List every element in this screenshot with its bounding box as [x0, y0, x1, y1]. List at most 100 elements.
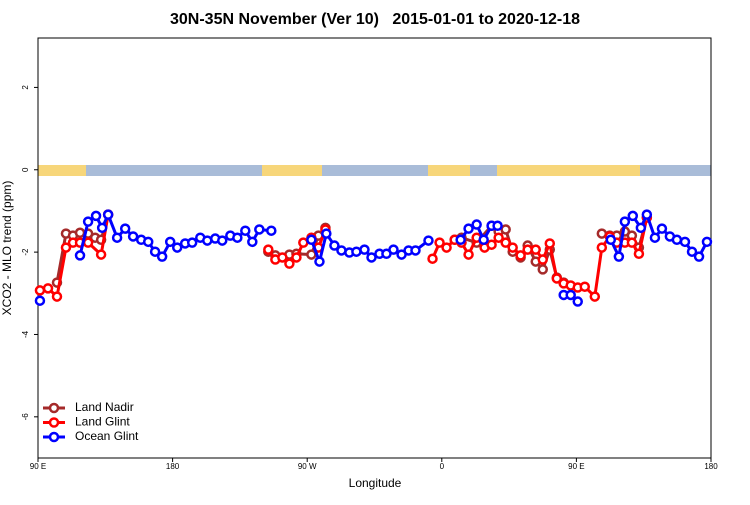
data-point: [232, 232, 243, 243]
data-point: [434, 237, 445, 248]
data-point: [410, 245, 421, 256]
y-tick-label: 2: [21, 85, 30, 90]
x-tick-label: 180: [166, 462, 180, 471]
data-point: [254, 224, 265, 235]
x-tick-label: 90 W: [298, 462, 317, 471]
data-point: [127, 231, 139, 242]
data-point: [522, 244, 533, 255]
legend-marker: [48, 402, 60, 414]
data-point: [388, 244, 399, 255]
data-point: [306, 234, 317, 246]
data-point: [284, 258, 295, 269]
x-tick-label: 180: [704, 462, 718, 471]
data-point: [627, 210, 639, 222]
data-point: [427, 253, 438, 264]
data-point: [156, 251, 168, 262]
data-point: [463, 249, 474, 260]
data-point: [149, 246, 161, 257]
data-point: [537, 254, 548, 265]
data-point: [82, 216, 94, 227]
data-point: [217, 235, 228, 246]
x-axis-label: Longitude: [349, 476, 402, 490]
data-point: [321, 228, 332, 239]
data-point: [186, 237, 198, 248]
data-point: [486, 239, 497, 250]
legend-marker: [48, 431, 60, 443]
data-point: [455, 234, 466, 246]
data-point: [74, 227, 86, 239]
data-point: [441, 242, 452, 253]
data-point: [671, 234, 683, 246]
data-point: [565, 289, 576, 301]
data-point: [551, 273, 563, 284]
data-point: [500, 237, 511, 248]
data-point: [164, 236, 176, 248]
data-point: [507, 242, 518, 253]
data-point: [492, 220, 503, 232]
data-point: [605, 234, 617, 246]
legend-marker: [48, 417, 60, 428]
data-point: [42, 283, 54, 294]
data-point: [679, 236, 691, 248]
data-point: [493, 232, 504, 243]
data-point: [291, 252, 302, 263]
data-point: [171, 242, 183, 253]
data-point: [51, 291, 63, 302]
data-point: [60, 242, 72, 253]
data-point: [641, 209, 653, 220]
data-point: [649, 232, 661, 243]
data-point: [463, 223, 474, 234]
plot-frame: [37, 37, 712, 459]
data-point: [478, 234, 489, 246]
data-point: [635, 222, 647, 234]
legend-label: Land Glint: [75, 415, 130, 429]
chart-title: 30N-35N November (Ver 10) 2015-01-01 to …: [170, 11, 580, 28]
data-point: [240, 225, 251, 236]
data-point: [306, 249, 317, 260]
data-point: [359, 244, 370, 255]
data-point: [34, 295, 46, 306]
data-point: [530, 244, 541, 255]
x-tick-label: 90 E: [30, 462, 46, 471]
data-point: [102, 209, 114, 220]
data-point: [119, 223, 131, 234]
data-point: [544, 238, 556, 249]
y-tick-label: -2: [21, 248, 30, 256]
data-point: [266, 225, 277, 236]
legend-label: Ocean Glint: [75, 429, 139, 443]
data-point: [329, 240, 340, 251]
data-point: [314, 256, 325, 267]
data-point: [626, 237, 638, 248]
y-tick-label: -4: [21, 330, 30, 338]
land-ocean-strip: [38, 165, 711, 176]
data-point: [298, 237, 309, 248]
data-point: [633, 248, 645, 260]
data-point: [423, 235, 434, 246]
data-point: [619, 216, 631, 227]
data-point: [656, 223, 668, 234]
data-point: [579, 281, 591, 292]
data-point: [263, 244, 274, 255]
data-point: [589, 291, 601, 302]
data-point: [142, 236, 154, 248]
data-point: [596, 242, 608, 253]
data-point: [34, 285, 46, 296]
data-point: [537, 264, 548, 275]
data-point: [572, 296, 583, 307]
x-tick-label: 0: [440, 462, 445, 471]
data-point: [74, 250, 86, 261]
y-tick-label: 0: [21, 167, 30, 172]
data-point: [82, 237, 94, 248]
data-point: [111, 232, 123, 243]
data-point: [351, 246, 362, 257]
data-point: [96, 222, 108, 234]
data-point: [693, 251, 705, 262]
data-point: [366, 252, 377, 263]
data-point: [500, 224, 511, 235]
x-tick-label: 90 E: [568, 462, 584, 471]
data-point: [95, 249, 107, 260]
data-point: [471, 219, 482, 230]
data-point: [277, 252, 288, 263]
